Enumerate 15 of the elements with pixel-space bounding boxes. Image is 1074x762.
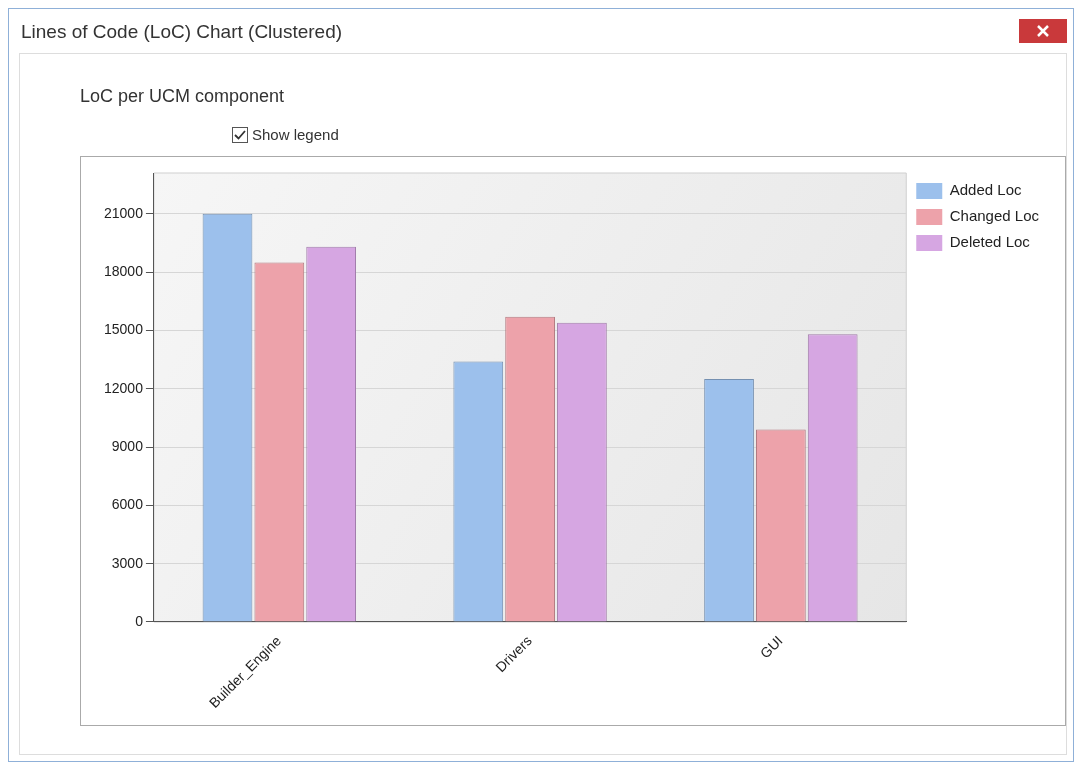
y-tick-label: 9000 bbox=[111, 437, 144, 454]
y-tick-label: 3000 bbox=[111, 554, 144, 571]
legend-label: Deleted Loc bbox=[949, 233, 1031, 251]
chart-title: Lines of Code (LoC) Chart (Clustered) bbox=[21, 21, 343, 43]
text: Show legend bbox=[252, 126, 339, 143]
y-tick-label: 15000 bbox=[103, 321, 144, 338]
y-tick-label: 21000 bbox=[103, 204, 144, 221]
legend-label: Changed Loc bbox=[949, 207, 1040, 225]
legend-label: Added Loc bbox=[949, 181, 1022, 199]
y-tick-label: 6000 bbox=[111, 496, 144, 513]
x-tick-label: GUI bbox=[756, 632, 786, 662]
y-tick-label: 18000 bbox=[103, 262, 144, 279]
y-tick-label: 0 bbox=[135, 612, 144, 629]
y-tick-label: 12000 bbox=[103, 379, 144, 396]
chart-subtitle: LoC per UCM component bbox=[80, 86, 285, 107]
